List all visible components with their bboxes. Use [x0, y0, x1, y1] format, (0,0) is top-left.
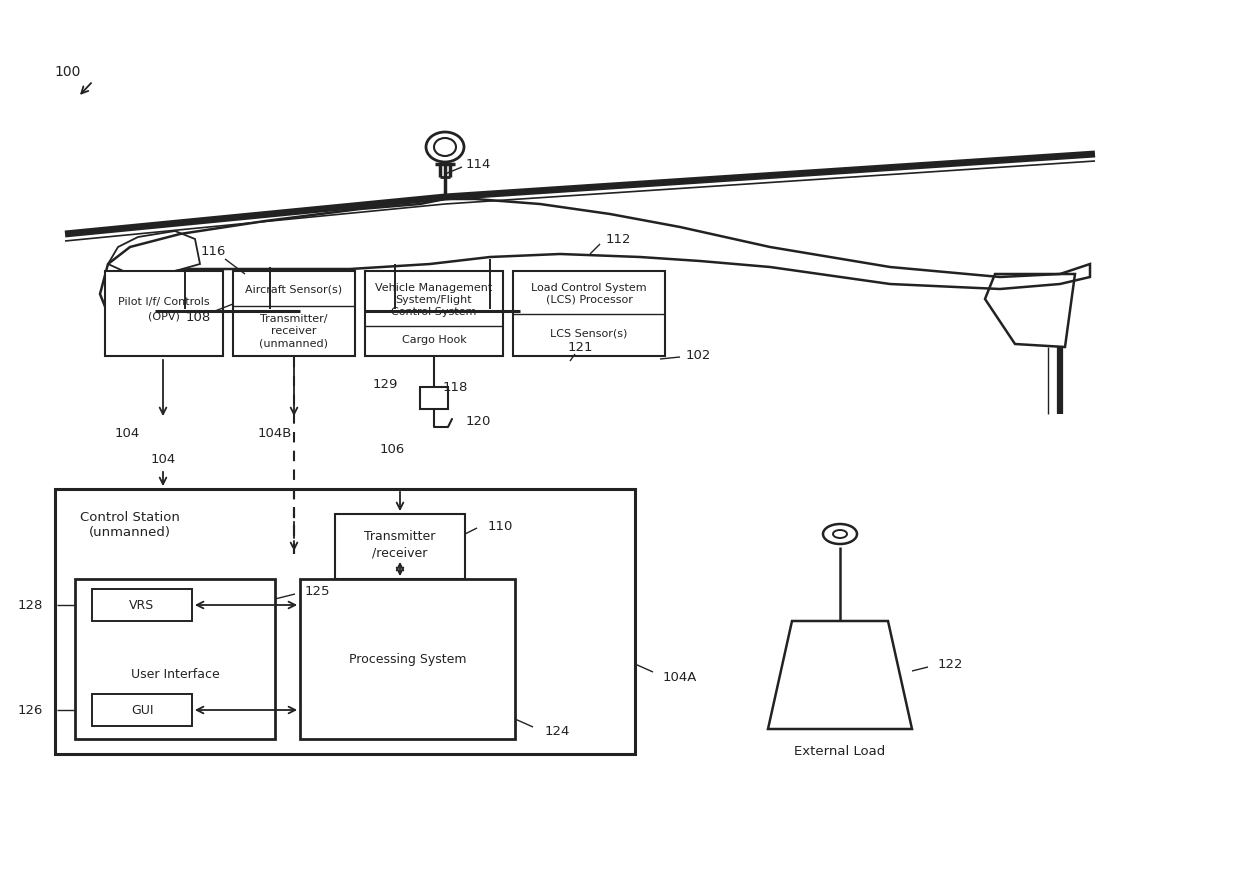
Text: LCS Sensor(s): LCS Sensor(s) [551, 329, 627, 338]
Text: VRS: VRS [129, 599, 155, 612]
Bar [513, 272, 665, 356]
Bar [105, 272, 223, 356]
Text: Vehicle Management: Vehicle Management [376, 283, 492, 292]
Text: GUI: GUI [130, 703, 154, 717]
Ellipse shape [434, 139, 456, 157]
Text: Transmitter/: Transmitter/ [260, 314, 327, 323]
Text: 112: 112 [605, 233, 631, 246]
Text: System/Flight: System/Flight [396, 295, 472, 305]
Text: 106: 106 [379, 443, 404, 456]
Bar [92, 695, 192, 727]
Text: 104: 104 [150, 453, 176, 466]
Text: 125: 125 [304, 585, 330, 598]
Text: 116: 116 [201, 245, 226, 258]
Text: Pilot I/f/ Controls: Pilot I/f/ Controls [118, 297, 210, 307]
Bar [300, 579, 515, 739]
Bar [365, 272, 503, 356]
Text: Transmitter: Transmitter [365, 530, 435, 543]
Text: Aircraft Sensor(s): Aircraft Sensor(s) [246, 284, 342, 295]
Text: Load Control System: Load Control System [531, 283, 647, 292]
Text: (unmanned): (unmanned) [89, 526, 171, 539]
Text: 114: 114 [465, 159, 491, 171]
Text: 128: 128 [17, 599, 43, 612]
Bar [55, 489, 635, 754]
Text: External Load: External Load [795, 744, 885, 758]
Bar [335, 515, 465, 579]
Text: 110: 110 [487, 520, 512, 532]
Ellipse shape [427, 133, 464, 163]
Bar [74, 579, 275, 739]
Text: Control Station: Control Station [81, 511, 180, 524]
Ellipse shape [823, 525, 857, 544]
Text: (LCS) Processor: (LCS) Processor [546, 295, 632, 305]
Text: (OPV): (OPV) [148, 312, 180, 322]
Text: receiver: receiver [272, 326, 316, 336]
Text: 120: 120 [465, 415, 491, 428]
Text: 124: 124 [544, 725, 569, 738]
Text: 104B: 104B [258, 427, 293, 440]
Text: 129: 129 [372, 378, 398, 391]
Bar [92, 589, 192, 621]
Text: (unmanned): (unmanned) [259, 338, 329, 348]
Text: 126: 126 [17, 703, 43, 717]
Text: /receiver: /receiver [372, 546, 428, 559]
Bar [420, 387, 448, 409]
Text: 102: 102 [686, 349, 711, 362]
Ellipse shape [833, 531, 847, 539]
Text: Processing System: Processing System [348, 653, 466, 665]
Text: 121: 121 [567, 341, 593, 354]
Text: Control System: Control System [392, 307, 476, 316]
Text: 108: 108 [185, 311, 211, 324]
Text: 104A: 104A [663, 671, 697, 684]
Text: User Interface: User Interface [130, 668, 219, 680]
Text: 118: 118 [443, 381, 467, 394]
Text: 122: 122 [937, 657, 962, 671]
Text: 104: 104 [114, 427, 140, 440]
Text: 100: 100 [55, 65, 81, 79]
Text: Cargo Hook: Cargo Hook [402, 335, 466, 345]
Bar [233, 272, 355, 356]
